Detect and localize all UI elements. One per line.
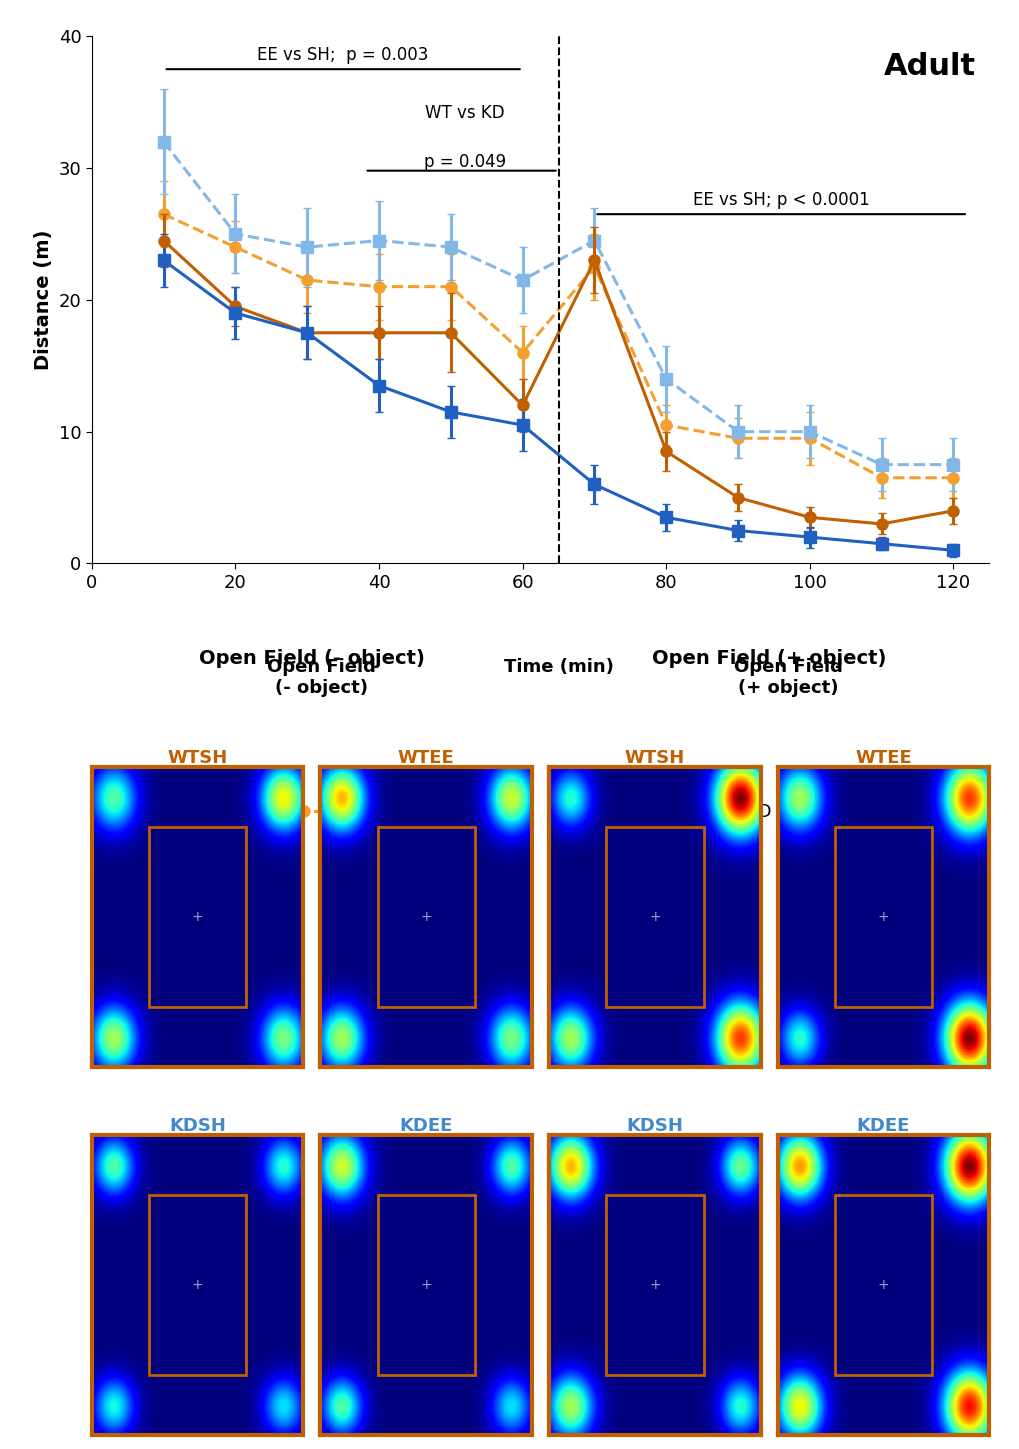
Text: Open Field (- object): Open Field (- object) [199,649,425,668]
Title: WTEE: WTEE [397,749,454,767]
Text: +: + [192,1278,203,1291]
Bar [149,1195,247,1375]
Text: +: + [877,1278,889,1291]
Text: +: + [420,1278,432,1291]
Text: p = 0.049: p = 0.049 [424,152,505,171]
Bar [605,827,703,1007]
Title: WTSH: WTSH [625,749,685,767]
Text: Time (min): Time (min) [503,658,612,677]
Bar [377,827,475,1007]
Bar [834,1195,931,1375]
Bar [377,1195,475,1375]
Text: Adult: Adult [882,52,975,81]
Legend: WT SH, WT EE, KD SH, KD EE: WT SH, WT EE, KD SH, KD EE [273,796,807,829]
Text: Open Field
(+ object): Open Field (+ object) [734,658,842,697]
Y-axis label: Distance (m): Distance (m) [34,229,53,369]
Title: WTEE: WTEE [854,749,911,767]
Bar [834,827,931,1007]
Title: KDSH: KDSH [169,1117,226,1135]
Title: WTSH: WTSH [167,749,227,767]
Text: +: + [420,910,432,924]
Text: EE vs SH;  p = 0.003: EE vs SH; p = 0.003 [257,46,428,64]
Text: Open Field (+ object): Open Field (+ object) [651,649,886,668]
Text: Open Field
(- object): Open Field (- object) [267,658,376,697]
Text: +: + [192,910,203,924]
Title: KDEE: KDEE [856,1117,909,1135]
Bar [605,1195,703,1375]
Text: WT vs KD: WT vs KD [425,104,504,122]
Bar [149,827,247,1007]
Text: EE vs SH; p < 0.0001: EE vs SH; p < 0.0001 [692,191,868,209]
Text: +: + [648,1278,660,1291]
Title: KDSH: KDSH [626,1117,683,1135]
Text: +: + [648,910,660,924]
Text: +: + [877,910,889,924]
Title: KDEE: KDEE [399,1117,452,1135]
